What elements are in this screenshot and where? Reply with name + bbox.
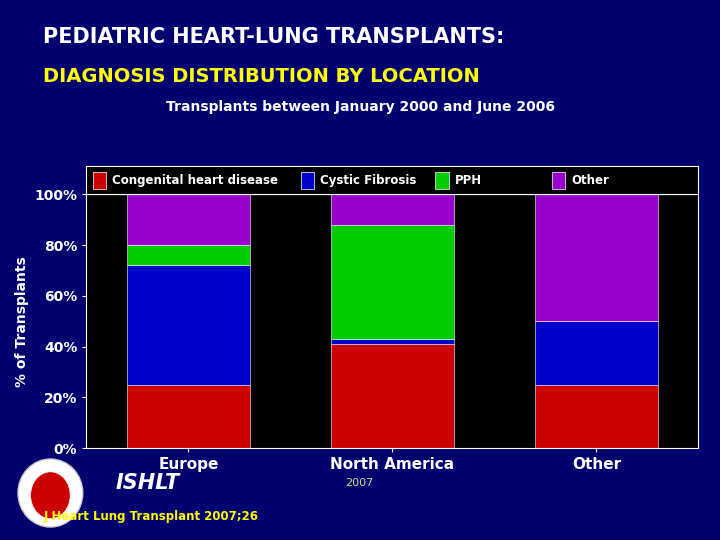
Ellipse shape <box>30 472 71 519</box>
Bar <box>535 384 657 448</box>
Text: PEDIATRIC HEART-LUNG TRANSPLANTS:: PEDIATRIC HEART-LUNG TRANSPLANTS: <box>43 27 505 47</box>
Text: Other: Other <box>571 174 609 187</box>
Text: PPH: PPH <box>455 174 482 187</box>
Bar <box>127 266 250 384</box>
Circle shape <box>18 459 83 527</box>
FancyBboxPatch shape <box>435 172 449 190</box>
Text: J Heart Lung Transplant 2007;26: J Heart Lung Transplant 2007;26 <box>43 510 258 523</box>
FancyBboxPatch shape <box>301 172 314 190</box>
Text: Congenital heart disease: Congenital heart disease <box>112 174 278 187</box>
FancyBboxPatch shape <box>552 172 565 190</box>
Bar <box>331 194 454 225</box>
Y-axis label: % of Transplants: % of Transplants <box>15 256 29 387</box>
Bar <box>535 321 657 384</box>
Bar <box>127 384 250 448</box>
Text: 2007: 2007 <box>346 478 374 488</box>
Text: Cystic Fibrosis: Cystic Fibrosis <box>320 174 417 187</box>
Text: Transplants between January 2000 and June 2006: Transplants between January 2000 and Jun… <box>166 100 554 114</box>
Bar <box>331 344 454 448</box>
Bar <box>127 194 250 245</box>
Text: DIAGNOSIS DISTRIBUTION BY LOCATION: DIAGNOSIS DISTRIBUTION BY LOCATION <box>43 68 480 86</box>
Bar <box>331 339 454 344</box>
Bar <box>331 225 454 339</box>
FancyBboxPatch shape <box>92 172 106 190</box>
Text: ISHLT: ISHLT <box>115 473 179 494</box>
Bar <box>535 194 657 321</box>
Bar <box>127 245 250 266</box>
